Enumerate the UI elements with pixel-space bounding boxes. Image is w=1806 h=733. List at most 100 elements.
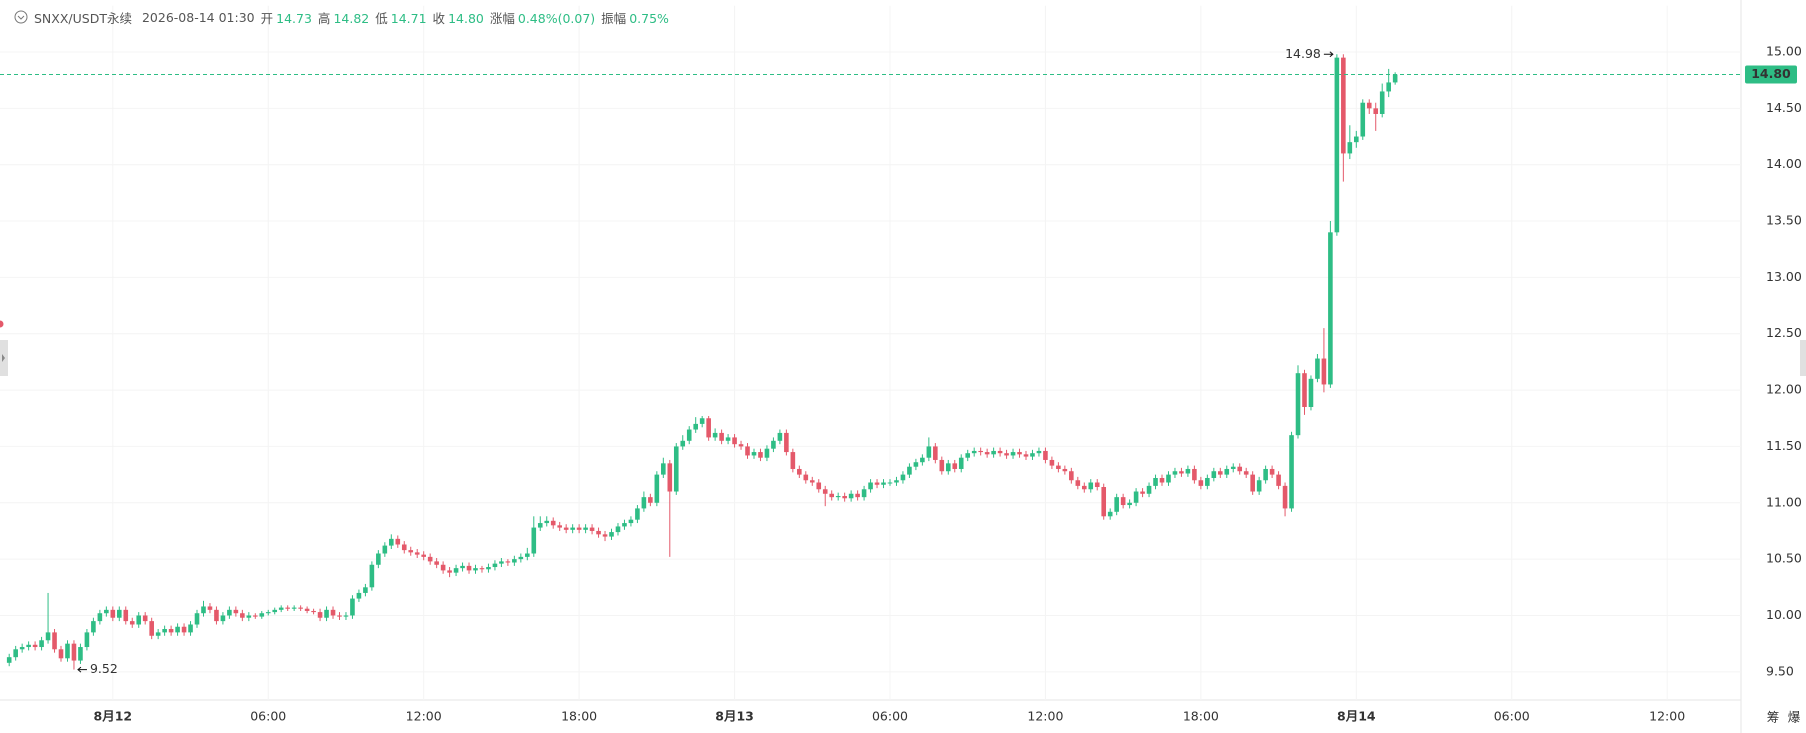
y-tick-label: 10.00	[1766, 607, 1802, 622]
candle-body	[764, 448, 770, 458]
candle-body	[304, 608, 310, 611]
candle-body	[907, 466, 912, 475]
candle-body	[1217, 471, 1223, 475]
y-tick-label: 11.50	[1766, 438, 1802, 453]
candle-body	[758, 452, 763, 458]
candle-body	[499, 561, 504, 564]
candle-body	[894, 480, 899, 483]
candle-body	[123, 609, 129, 622]
candle-body	[227, 609, 232, 616]
candle-body	[622, 523, 627, 527]
x-tick-label: 12:00	[1027, 709, 1063, 724]
candle-body	[1347, 142, 1353, 154]
candle-body	[913, 462, 919, 467]
candle-body	[110, 609, 116, 618]
candle-body	[771, 440, 776, 449]
candle-body	[531, 527, 537, 554]
candle-body	[537, 523, 543, 528]
candle-body	[382, 545, 388, 554]
candle-body	[71, 643, 77, 661]
candle-body	[1224, 468, 1230, 475]
candle-body	[220, 615, 226, 622]
candle-body	[861, 489, 867, 498]
candle-body	[609, 532, 614, 537]
candle-body	[784, 432, 789, 453]
candle-body	[460, 565, 465, 569]
candle-body	[745, 446, 750, 456]
candle-body	[1010, 452, 1016, 456]
candle-body	[881, 482, 886, 485]
candle-body	[900, 474, 906, 481]
candle-body	[667, 463, 673, 492]
field-label: 收	[432, 10, 446, 26]
field-label: 振幅	[601, 10, 627, 26]
right-panel-tab[interactable]	[1800, 340, 1806, 376]
x-tick-label: 18:00	[1183, 709, 1219, 724]
candle-body	[369, 564, 375, 588]
candle-body	[1120, 497, 1126, 506]
candle-body	[661, 463, 666, 475]
candle-body	[1159, 477, 1165, 483]
candle-body	[570, 527, 575, 530]
candle-body	[887, 482, 893, 484]
header-field: 涨幅 0.48%(0.07)	[490, 8, 595, 27]
candle-body	[13, 649, 18, 658]
candle-body	[246, 615, 252, 618]
candle-body	[350, 598, 355, 616]
candle-body	[1366, 102, 1372, 109]
candle-body	[1315, 358, 1320, 379]
candle-body	[680, 440, 686, 447]
candle-body	[1049, 459, 1055, 466]
tab-arrow	[2, 354, 5, 362]
y-tick-label: 9.50	[1766, 663, 1794, 678]
x-tick-label: 12:00	[1649, 709, 1685, 724]
x-tick-label: 8月13	[715, 709, 754, 724]
candle-body	[492, 563, 498, 568]
candle-body	[984, 452, 990, 455]
candle-body	[1166, 474, 1171, 483]
x-tick-label: 06:00	[250, 709, 286, 724]
candle-body	[1023, 454, 1029, 457]
candle-body	[58, 649, 64, 659]
candle-body	[1062, 468, 1068, 472]
collapse-icon[interactable]	[14, 10, 28, 24]
candle-body	[699, 418, 705, 424]
candle-body	[654, 474, 660, 503]
candle-body	[1030, 453, 1035, 457]
candle-body	[337, 615, 342, 617]
candle-body	[1192, 468, 1197, 481]
candle-body	[958, 457, 964, 469]
candle-body	[777, 432, 783, 441]
candle-body	[453, 568, 459, 573]
candle-body	[104, 609, 109, 614]
x-tick-label: 18:00	[561, 709, 597, 724]
tool-button[interactable]: 筹	[1767, 710, 1780, 725]
candle-body	[253, 615, 258, 617]
candle-body	[1243, 471, 1249, 475]
candle-body	[635, 508, 640, 520]
candle-body	[39, 640, 44, 648]
candle-body	[732, 437, 737, 445]
candle-body	[842, 496, 847, 499]
field-value: 14.71	[390, 10, 427, 26]
candle-body	[78, 647, 83, 661]
candle-body	[479, 568, 485, 570]
tool-button[interactable]: 爆	[1788, 710, 1801, 725]
candle-body	[1179, 471, 1184, 474]
y-tick-label: 13.00	[1766, 269, 1802, 284]
candle-body	[725, 437, 731, 441]
candle-body	[1321, 358, 1327, 385]
candle-body	[576, 527, 582, 530]
candle-body	[1127, 502, 1132, 506]
low-arrow	[77, 666, 87, 673]
header-field: 低 14.71	[375, 8, 426, 27]
candle-body	[91, 621, 96, 633]
candle-body	[933, 446, 938, 460]
high-arrow	[1323, 51, 1334, 58]
candle-body	[965, 453, 971, 458]
candle-body	[1353, 136, 1359, 143]
candle-body	[1386, 82, 1391, 92]
candle-body	[136, 615, 142, 625]
field-value: 0.48%(0.07)	[517, 10, 596, 26]
